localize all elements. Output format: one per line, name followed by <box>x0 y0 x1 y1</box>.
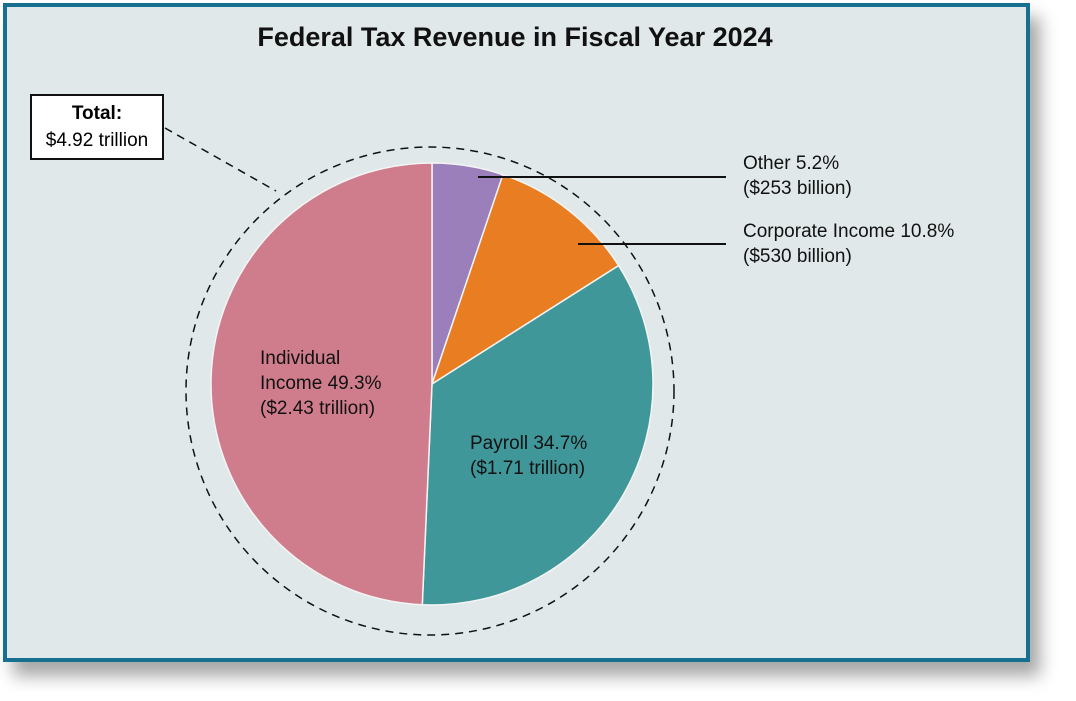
pie-slice <box>210 162 433 606</box>
slice-label: Payroll 34.7% ($1.71 trillion) <box>470 431 670 481</box>
total-box: Total: $4.92 trillion <box>30 94 164 160</box>
slice-name: Other <box>743 153 791 174</box>
slice-percent: 10.8% <box>900 221 955 242</box>
slice-label: Corporate Income 10.8% ($530 billion) <box>743 219 1043 269</box>
slice-percent: 5.2% <box>795 153 840 174</box>
slice-percent: 49.3% <box>327 373 382 394</box>
slice-amount: ($1.71 trillion) <box>470 458 586 479</box>
slice-label: Individual Income 49.3% ($2.43 trillion) <box>260 346 405 421</box>
total-connector <box>164 127 277 192</box>
pie <box>210 162 654 606</box>
slice-amount: ($2.43 trillion) <box>260 398 376 419</box>
total-ring <box>185 146 675 636</box>
total-value: $4.92 trillion <box>45 130 149 151</box>
slice-percent: 34.7% <box>533 433 588 454</box>
slice-amount: ($530 billion) <box>743 246 852 267</box>
slice-name: Corporate Income <box>743 221 896 242</box>
slice-name: Payroll <box>470 433 529 454</box>
slice-label: Other 5.2% ($253 billion) <box>743 151 1043 201</box>
chart-title: Federal Tax Revenue in Fiscal Year 2024 <box>257 22 772 52</box>
slice-amount: ($253 billion) <box>743 178 852 199</box>
pie-slice <box>430 173 620 386</box>
slice-name: Individual Income <box>260 348 341 394</box>
total-title: Total: <box>71 103 123 124</box>
pie-slice <box>421 264 654 606</box>
